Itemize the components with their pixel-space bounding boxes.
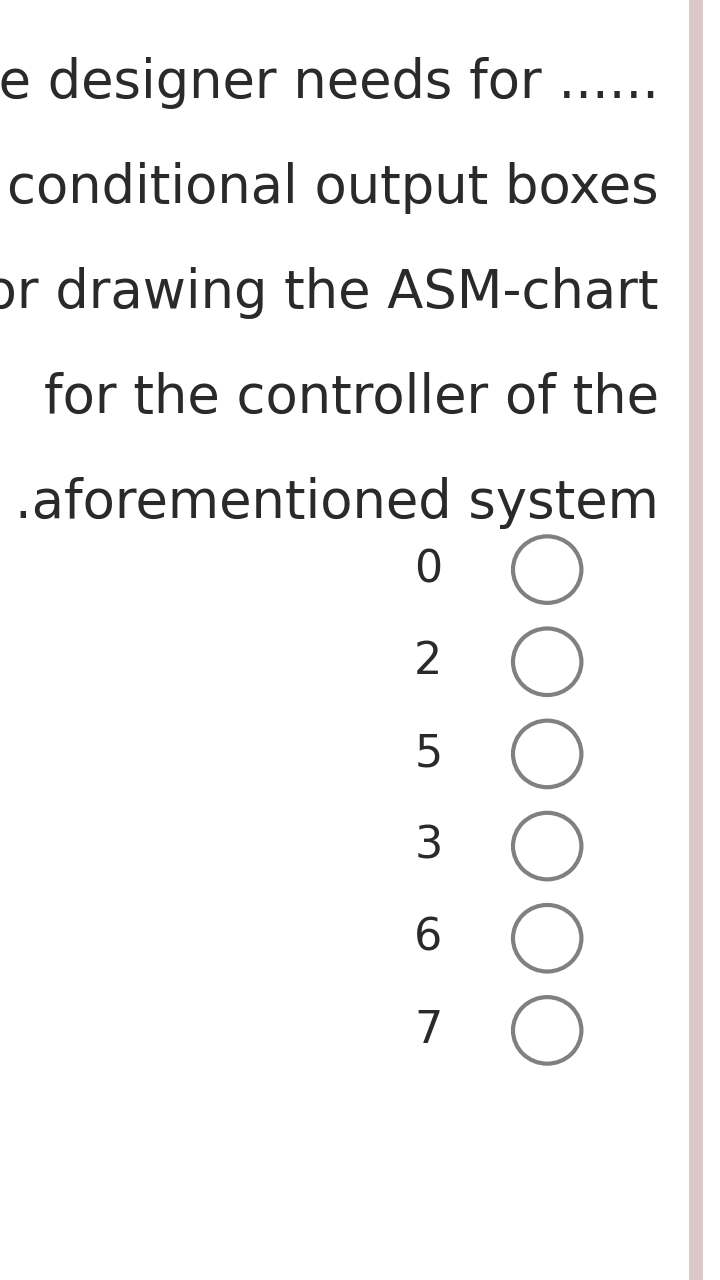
Text: 6: 6	[414, 916, 443, 960]
Text: for the controller of the: for the controller of the	[44, 372, 659, 424]
Text: 5: 5	[414, 732, 443, 776]
Text: conditional output boxes: conditional output boxes	[7, 163, 659, 214]
Text: 2: 2	[414, 640, 443, 684]
Text: 0: 0	[414, 548, 443, 591]
Text: The designer needs for ......: The designer needs for ......	[0, 58, 659, 109]
Text: for drawing the ASM-chart: for drawing the ASM-chart	[0, 268, 659, 319]
Text: 7: 7	[414, 1009, 443, 1052]
Text: 3: 3	[414, 824, 443, 868]
Text: .aforementioned system: .aforementioned system	[15, 477, 659, 529]
